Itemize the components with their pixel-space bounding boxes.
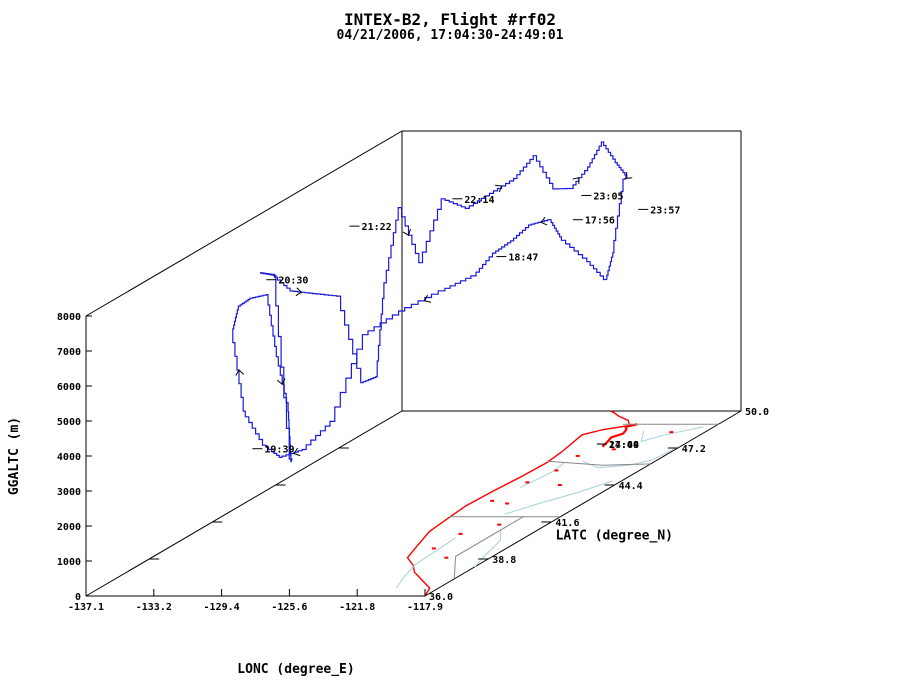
flight-track-line (232, 141, 628, 463)
lake-mark (525, 481, 530, 484)
direction-arrow (495, 184, 503, 193)
x-tick-label: -125.6 (271, 602, 307, 613)
y-tick-label: 47.2 (682, 444, 706, 455)
direction-arrow (424, 294, 432, 303)
direction-arrow (625, 171, 633, 179)
z-tick-label: 1000 (57, 557, 81, 568)
y-tick-label: 44.4 (619, 481, 643, 492)
lake-mark (557, 484, 562, 486)
river-line (582, 447, 677, 469)
river-line (474, 529, 502, 568)
chart-subtitle: 04/21/2006, 17:04:30-24:49:01 (336, 28, 564, 43)
lake-mark (444, 556, 449, 559)
z-tick-label: 2000 (57, 522, 81, 533)
coastline (406, 410, 631, 597)
x-tick-label: -129.4 (204, 602, 240, 613)
time-label: 23:57 (650, 205, 680, 216)
map-layer (395, 410, 719, 597)
time-label: 18:47 (508, 253, 538, 264)
direction-arrow (276, 378, 286, 385)
lake-mark (497, 523, 502, 526)
x-tick-label: -133.2 (136, 602, 172, 613)
tick-layer: -137.1 -133.2 -129.4 -125.6 -121.8 -117.936.0… (57, 312, 769, 613)
time-label: 24:49 (609, 440, 639, 451)
lake-mark (611, 448, 616, 451)
puget-sound-coast (601, 423, 638, 448)
lake-mark (669, 431, 674, 434)
lake-mark (490, 499, 495, 502)
axes-frame (85, 130, 742, 597)
floor-back-left-edge (85, 410, 403, 597)
flight-track-layer (232, 141, 633, 463)
y-axis-title: LATC (degree_N) (556, 528, 673, 543)
river-line (504, 480, 613, 515)
y-axis-line (424, 410, 742, 597)
lake-mark (554, 469, 559, 472)
river-line (395, 537, 456, 589)
direction-arrow (295, 287, 303, 297)
direction-arrow (402, 228, 411, 236)
river-line (519, 462, 566, 489)
state-border-line (453, 516, 524, 579)
direction-arrow (540, 216, 548, 226)
z-tick-label: 6000 (57, 382, 81, 393)
z-axis-title: GGALTC (m) (7, 417, 22, 495)
time-label: 20:30 (278, 276, 308, 287)
x-tick-label: -137.1 (68, 602, 104, 613)
lake-mark (431, 547, 436, 550)
x-axis-title: LONC (degree_E) (237, 662, 354, 677)
river-line (640, 426, 704, 443)
time-label: 22:14 (464, 195, 494, 206)
direction-arrow (235, 369, 245, 376)
direction-arrow (572, 177, 580, 185)
time-label: 17:56 (585, 216, 615, 227)
y-tick-label: 50.0 (745, 407, 769, 418)
wall-top-left-edge (85, 130, 403, 317)
label-layer: LONC (degree_E) LATC (degree_N) GGALTC (m)… (7, 191, 680, 677)
z-tick-label: 7000 (57, 347, 81, 358)
chart-title: INTEX-B2, Flight #rf02 (344, 10, 556, 29)
time-label: 17:04 (609, 440, 639, 451)
z-tick-label: 8000 (57, 312, 81, 323)
lake-mark (458, 532, 463, 535)
lake-mark (575, 454, 580, 457)
z-tick-label: 3000 (57, 487, 81, 498)
z-tick-label: 5000 (57, 417, 81, 428)
x-tick-label: -117.9 (407, 602, 443, 613)
x-tick-label: -121.8 (339, 602, 375, 613)
lake-mark (505, 502, 510, 505)
z-tick-label: 4000 (57, 452, 81, 463)
y-tick-label: 38.8 (492, 555, 516, 566)
y-tick-label: 36.0 (429, 592, 453, 603)
time-label: 21:22 (362, 222, 392, 233)
time-label: 19:39 (264, 445, 294, 456)
y-tick-label: 41.6 (555, 518, 579, 529)
direction-arrow (293, 447, 301, 457)
z-tick-label: 0 (75, 592, 81, 603)
state-border-line (547, 460, 651, 466)
time-label: 23:05 (593, 191, 623, 202)
